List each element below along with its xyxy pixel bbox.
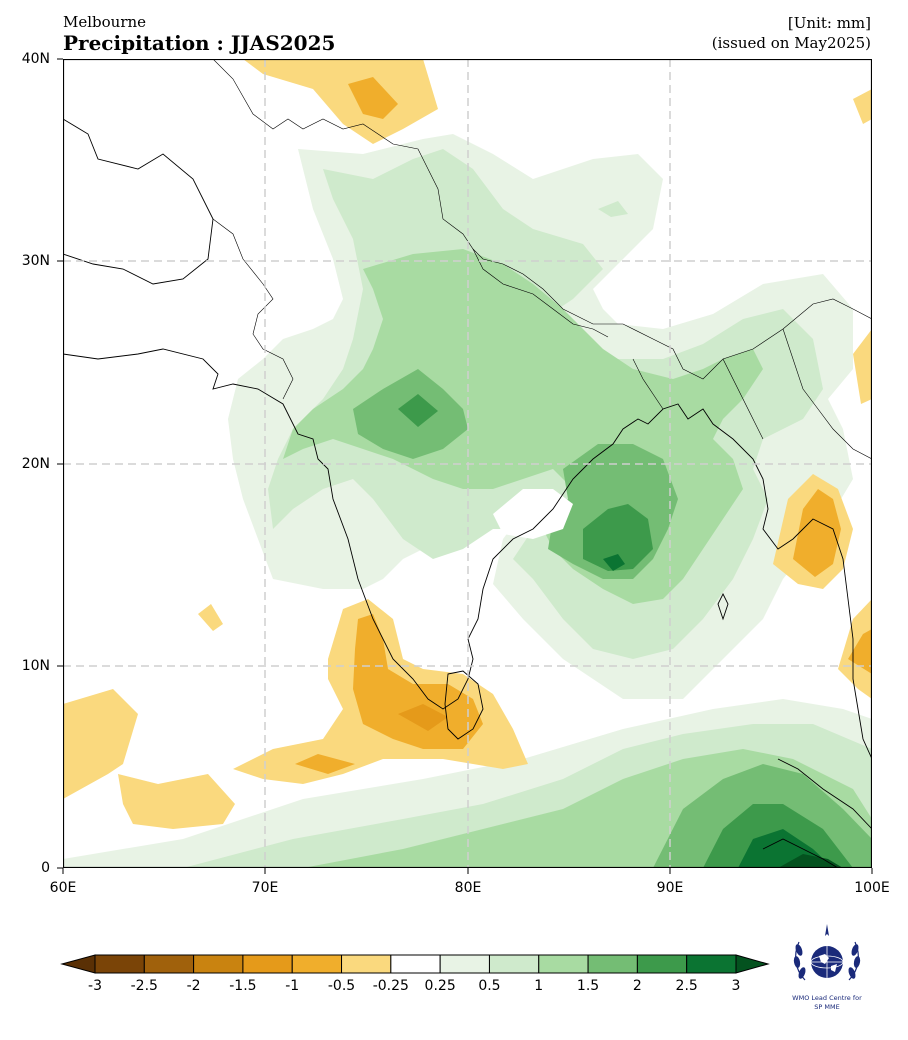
- colorbar-cell: [636, 954, 688, 974]
- colorbar-cell: [390, 954, 441, 974]
- colorbar-cell: [341, 954, 392, 974]
- colorbar-label: 3: [731, 978, 741, 994]
- x-tick-100e: 100E: [854, 880, 890, 896]
- colorbar-cell: [686, 954, 737, 974]
- x-tick-70e: 70E: [251, 880, 279, 896]
- colorbar-label: 0.5: [478, 978, 501, 994]
- colorbar-cell: [193, 954, 244, 974]
- colorbar-label: 2: [632, 978, 642, 994]
- colorbar-extend-high: [735, 954, 770, 974]
- map-title: Precipitation : JJAS2025: [63, 31, 336, 55]
- negative-anomaly-contours: [63, 59, 872, 829]
- colorbar-label: -0.5: [327, 978, 356, 994]
- map-frame: [63, 59, 872, 868]
- y-tick-10n: 10N: [21, 658, 50, 674]
- colorbar-label: -2: [186, 978, 201, 994]
- y-tick-30n: 30N: [21, 253, 50, 269]
- unit-label: [Unit: mm]: [787, 14, 871, 32]
- colorbar-label: 2.5: [675, 978, 698, 994]
- y-tick-0: 0: [41, 860, 50, 876]
- issued-label: (issued on May2025): [711, 34, 871, 52]
- colorbar-label: 0.25: [424, 978, 456, 994]
- x-tick-60e: 60E: [49, 880, 77, 896]
- logo-line2: SP MME: [814, 1003, 840, 1011]
- colorbar-cell: [94, 954, 145, 974]
- colorbar-label: 1.5: [576, 978, 600, 994]
- y-tick-20n: 20N: [21, 456, 50, 472]
- x-tick-90e: 90E: [656, 880, 684, 896]
- x-tick-80e: 80E: [454, 880, 482, 896]
- colorbar-label: -0.25: [372, 978, 409, 994]
- y-tick-40n: 40N: [21, 51, 50, 67]
- colorbar-cell: [242, 954, 293, 974]
- graticule: [63, 59, 872, 868]
- colorbar: [60, 954, 770, 974]
- colorbar-extend-low: [60, 954, 96, 974]
- wmo-emblem-icon: [793, 924, 861, 981]
- colorbar-label: -3: [88, 978, 102, 994]
- source-label: Melbourne: [63, 13, 147, 31]
- colorbar-label: -2.5: [130, 978, 158, 994]
- colorbar-labels: -3 -2.5 -2 -1.5 -1 -0.5 -0.25 0.25 0.5 1 1.5 2 2.5 3: [0, 978, 908, 998]
- colorbar-cell: [143, 954, 195, 974]
- positive-anomaly-contours: [63, 134, 872, 868]
- colorbar-cell: [291, 954, 343, 974]
- colorbar-cell: [488, 954, 540, 974]
- colorbar-label: 1: [534, 978, 544, 994]
- colorbar-cell: [439, 954, 490, 974]
- coastlines: [63, 118, 872, 868]
- wmo-logo: WMO Lead Centre for SP MME: [785, 920, 869, 1015]
- logo-line1: WMO Lead Centre for: [792, 994, 862, 1002]
- precipitation-map: [63, 59, 872, 868]
- colorbar-cell: [538, 954, 589, 974]
- colorbar-cell: [587, 954, 638, 974]
- colorbar-label: -1.5: [229, 978, 257, 994]
- colorbar-label: -1: [285, 978, 300, 994]
